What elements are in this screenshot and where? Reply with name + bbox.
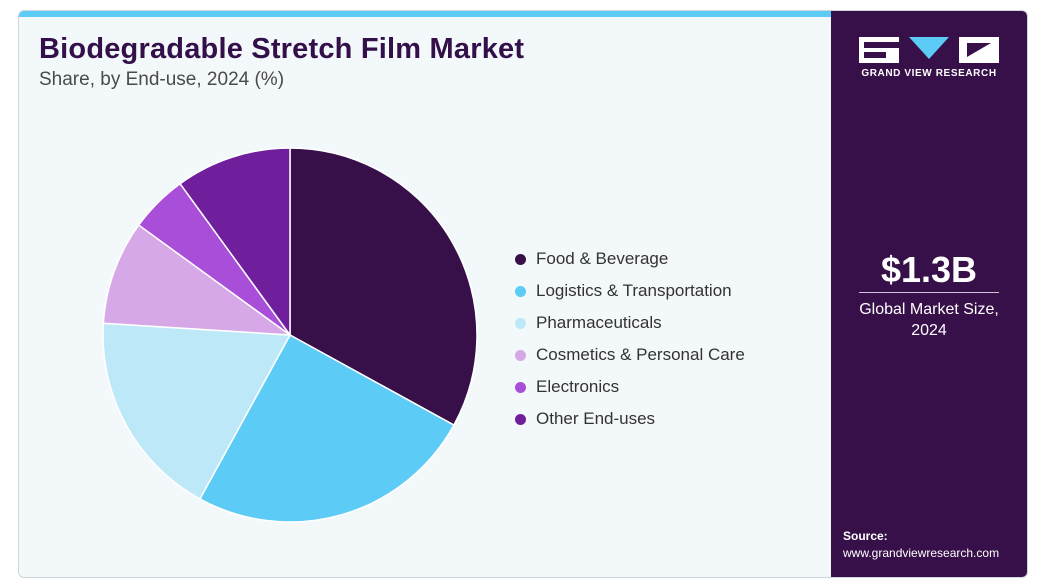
- accent-bar: [19, 11, 831, 17]
- legend-swatch: [515, 317, 526, 329]
- legend-swatch: [515, 253, 526, 265]
- info-sidebar: GRAND VIEW RESEARCH $1.3B Global Market …: [831, 11, 1027, 577]
- market-size-caption: Global Market Size, 2024: [831, 299, 1027, 341]
- divider: [859, 292, 999, 293]
- legend-swatch: [515, 413, 526, 425]
- pie-slice-food-beverage: [289, 147, 478, 427]
- legend-label: Other End-uses: [536, 409, 656, 428]
- legend-item: Logistics & Transportation: [515, 275, 745, 307]
- legend-item: Food & Beverage: [515, 243, 745, 275]
- market-size-value: $1.3B: [880, 249, 978, 290]
- source-link[interactable]: www.grandviewresearch.com: [843, 546, 1000, 560]
- brand-name: GRAND VIEW RESEARCH: [861, 68, 997, 79]
- source-label: Source:: [843, 529, 888, 543]
- legend-label: Logistics & Transportation: [536, 281, 732, 300]
- legend-label: Electronics: [536, 377, 620, 396]
- pie-slice-cosmetics-personal-care: [102, 224, 293, 336]
- chart-legend: Food & Beverage Logistics & Transportatio…: [515, 243, 745, 435]
- market-size-caption-line-2: 2024: [911, 322, 947, 339]
- pie-slice-other-end-uses: [179, 147, 291, 338]
- brand-logo: GRAND VIEW RESEARCH: [859, 37, 999, 79]
- grand-view-research-logo-icon: [859, 37, 999, 63]
- legend-label: Cosmetics & Personal Care: [536, 345, 745, 364]
- legend-item: Pharmaceuticals: [515, 307, 745, 339]
- legend-item: Cosmetics & Personal Care: [515, 339, 745, 371]
- legend-label: Pharmaceuticals: [536, 313, 662, 332]
- legend-swatch: [515, 381, 526, 393]
- legend-item: Electronics: [515, 371, 745, 403]
- chart-subtitle: Share, by End-use, 2024 (%): [39, 69, 285, 90]
- legend-label: Food & Beverage: [536, 249, 669, 268]
- chart-title: Biodegradable Stretch Film Market: [39, 33, 525, 65]
- pie-slice-pharmaceuticals: [102, 322, 292, 500]
- legend-swatch: [515, 349, 526, 361]
- market-size-caption-line-1: Global Market Size,: [859, 301, 999, 318]
- legend-item: Other End-uses: [515, 403, 745, 435]
- pie-chart: [102, 147, 478, 523]
- pie-slice-logistics-transportation: [198, 333, 455, 523]
- chart-card: Biodegradable Stretch Film Market Share,…: [18, 10, 1028, 578]
- legend-swatch: [515, 285, 526, 297]
